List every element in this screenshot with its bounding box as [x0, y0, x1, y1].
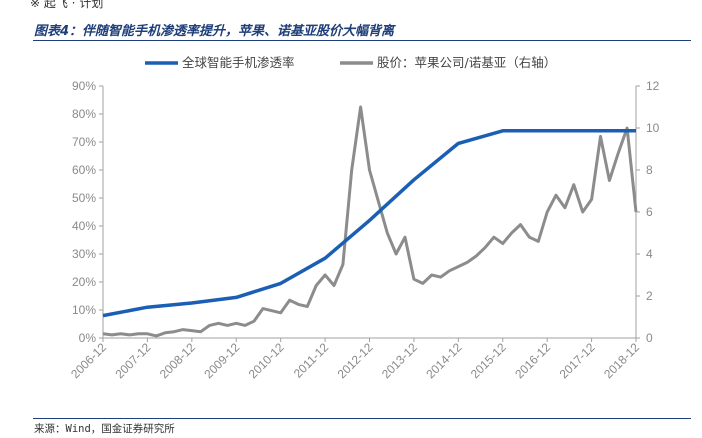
y-right-tick-label: 8: [646, 163, 653, 177]
x-tick-label: 2007-12: [112, 340, 153, 381]
x-tick-label: 2015-12: [468, 340, 509, 381]
x-tick-label: 2017-12: [557, 340, 598, 381]
y-left-tick-label: 40%: [72, 219, 96, 233]
series-layer: [102, 105, 638, 338]
top-clipped-text: ※ 起飞 · 计划: [30, 0, 104, 10]
x-tick-label: 2016-12: [512, 340, 553, 381]
y-right-tick-label: 12: [646, 79, 660, 93]
y-left-tick-label: 60%: [72, 163, 96, 177]
x-tick-label: 2009-12: [201, 340, 242, 381]
series-line-stock: [102, 105, 638, 338]
axes: [99, 85, 640, 342]
y-left-tick-label: 30%: [72, 247, 96, 261]
y-left-tick-label: 20%: [72, 275, 96, 289]
x-tick-label: 2012-12: [335, 340, 376, 381]
legend-label-stock: 股价：苹果公司/诺基亚（右轴）: [377, 55, 556, 70]
series-line-penetration: [102, 129, 636, 318]
y-left-tick-label: 70%: [72, 135, 96, 149]
y-left-tick-label: 50%: [72, 191, 96, 205]
title-divider: [33, 40, 691, 41]
x-tick-label: 2008-12: [157, 340, 198, 381]
footer-divider: [33, 418, 691, 419]
y-left-tick-label: 0%: [79, 331, 97, 345]
x-tick-label: 2014-12: [423, 340, 464, 381]
y-left-tick-label: 80%: [72, 107, 96, 121]
y-right-tick-label: 10: [646, 121, 660, 135]
y-right-tick-label: 0: [646, 331, 653, 345]
y-right-tick-label: 2: [646, 289, 653, 303]
source-note: 来源：Wind，国金证券研究所: [34, 423, 175, 435]
x-tick-label: 2018-12: [601, 340, 642, 381]
y-right-tick-label: 6: [646, 205, 653, 219]
x-tick-label: 2013-12: [379, 340, 420, 381]
legend: 全球智能手机渗透率 股价：苹果公司/诺基亚（右轴）: [145, 55, 556, 70]
x-tick-label: 2010-12: [246, 340, 287, 381]
y-right-tick-label: 4: [646, 247, 653, 261]
x-tick-label: 2006-12: [68, 340, 109, 381]
y-left-tick-label: 90%: [72, 79, 96, 93]
legend-label-penetration: 全球智能手机渗透率: [182, 55, 295, 70]
y-left-tick-label: 10%: [72, 303, 96, 317]
x-tick-label: 2011-12: [291, 340, 332, 381]
chart-title: 图表4：伴随智能手机渗透率提升，苹果、诺基亚股价大幅背离: [34, 24, 395, 39]
